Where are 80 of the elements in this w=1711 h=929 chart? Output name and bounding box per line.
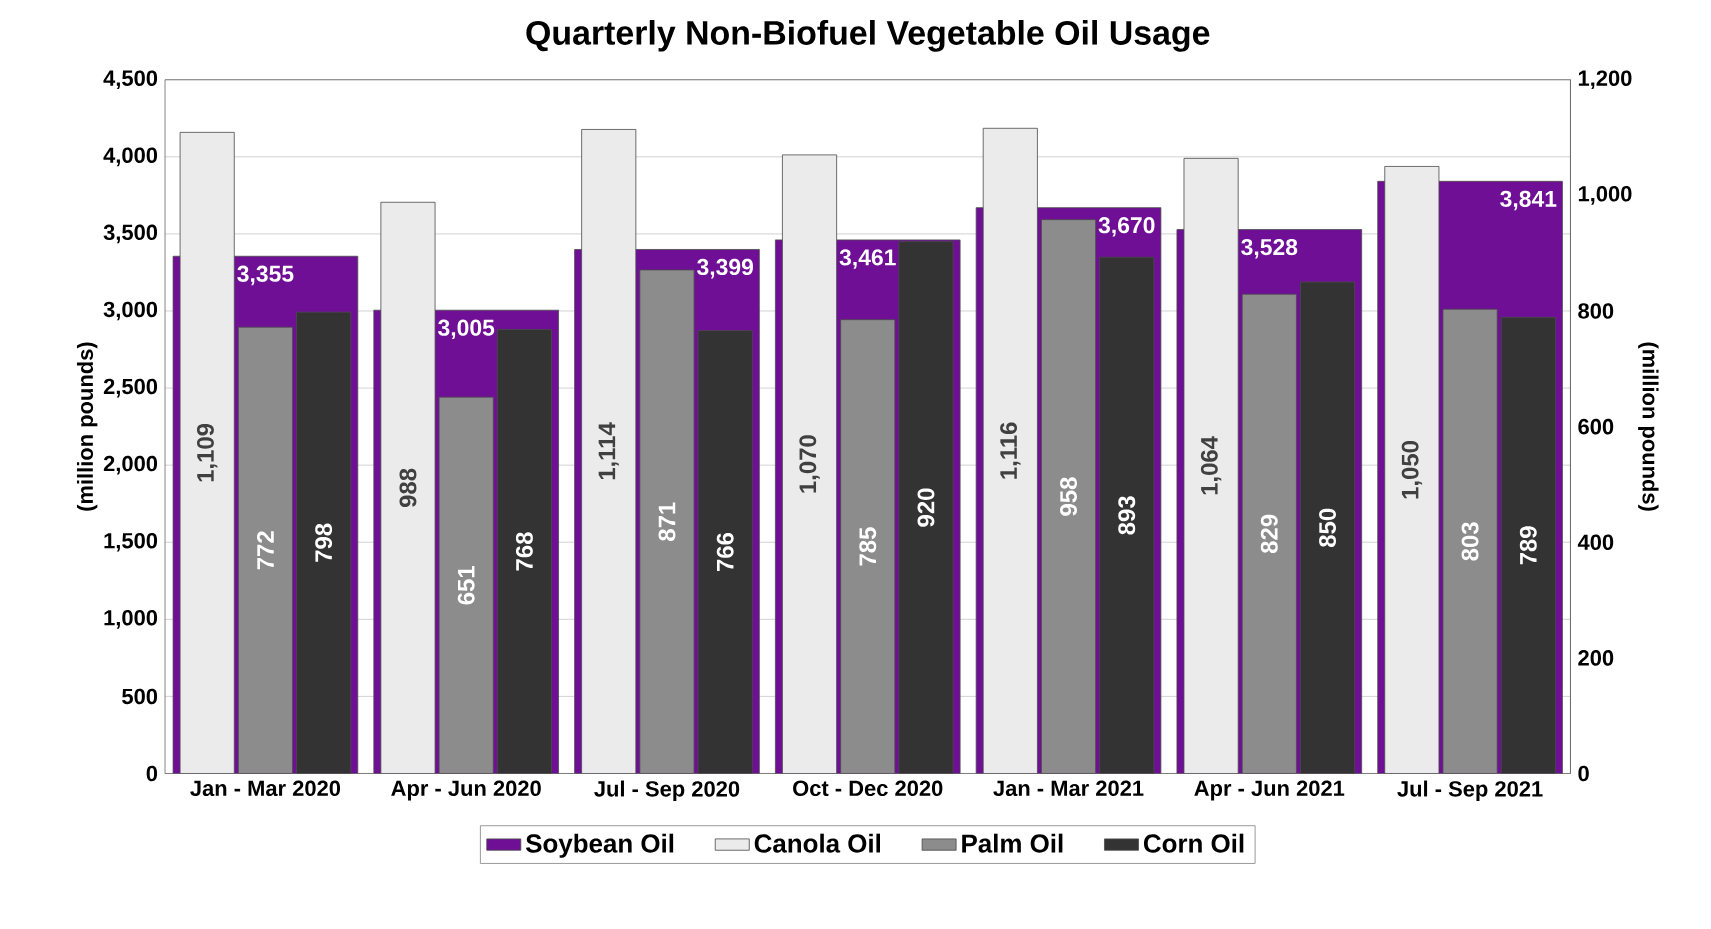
x-tick-label: Apr - Jun 2020 [391, 780, 541, 801]
bar [782, 154, 837, 774]
y2-tick-label: 400 [1577, 534, 1614, 551]
bar [238, 327, 293, 774]
data-label: 3,461 [839, 249, 896, 269]
bar [1384, 166, 1440, 774]
x-tick-label: Jul - Sep 2020 [594, 780, 740, 801]
data-label: 871 [658, 502, 676, 541]
y-tick-label: 1,000 [104, 609, 158, 629]
legend-label: Corn Oil [1143, 833, 1244, 853]
chart-title: Quarterly Non-Biofuel Vegetable Oil Usage [526, 20, 1210, 52]
legend-label: Palm Oil [962, 833, 1063, 853]
y2-tick-label: 600 [1578, 418, 1614, 435]
bar [983, 128, 1038, 774]
data-label: 1,116 [1000, 422, 1021, 479]
bar [380, 202, 436, 774]
data-label: 829 [1260, 514, 1278, 554]
y-tick-label: 500 [122, 688, 158, 705]
bar [1041, 219, 1096, 774]
data-label: 803 [1461, 522, 1479, 561]
data-label: 798 [315, 523, 333, 562]
bar [898, 241, 954, 774]
y-tick-label: 2,500 [103, 378, 158, 398]
data-label: 3,528 [1241, 238, 1298, 259]
data-label: 3,841 [1500, 190, 1557, 211]
x-tick-label: Apr - Jun 2021 [1194, 780, 1345, 801]
bar [698, 330, 753, 774]
y2-tick-label: 1,200 [1578, 70, 1632, 90]
bar [1442, 308, 1498, 774]
data-label: 920 [917, 488, 935, 527]
data-label: 3,005 [438, 319, 495, 340]
data-label: 1,050 [1401, 441, 1423, 499]
y2-tick-label: 1,000 [1578, 186, 1632, 205]
y-tick-label: 1,500 [104, 532, 158, 552]
data-label: 651 [457, 566, 475, 605]
x-tick-label: Jan - Mar 2020 [190, 780, 341, 797]
data-label: 772 [257, 531, 274, 570]
y-tick-label: 3,000 [103, 301, 158, 321]
legend-label: Canola Oil [754, 833, 880, 853]
x-tick-label: Oct - Dec 2020 [793, 780, 943, 797]
data-label: 850 [1319, 508, 1336, 547]
bar [1300, 282, 1355, 774]
y-tick-label: 4,500 [103, 70, 158, 90]
data-label: 958 [1060, 477, 1077, 516]
data-label: 3,670 [1098, 217, 1155, 237]
y-tick-label: 3,500 [103, 224, 158, 244]
y-tick-label: 4,000 [103, 147, 158, 167]
bar [639, 269, 695, 774]
bar [180, 132, 235, 774]
y2-tick-label: 0 [1578, 765, 1589, 782]
bar [439, 397, 494, 774]
bar [1183, 158, 1239, 774]
bar [497, 329, 552, 774]
y2-axis-title: (million pounds) [1638, 342, 1659, 511]
data-label: 988 [399, 468, 417, 508]
data-label: 3,355 [237, 265, 294, 286]
data-label: 785 [859, 527, 877, 566]
data-label: 1,064 [1200, 436, 1222, 495]
data-label: 1,070 [799, 435, 820, 493]
data-label: 768 [515, 532, 533, 571]
y-tick-label: 2,000 [103, 455, 158, 475]
bar [1242, 294, 1297, 774]
y-tick-label: 0 [146, 765, 158, 782]
bar [581, 129, 636, 774]
y2-tick-label: 200 [1578, 650, 1614, 666]
data-label: 1,109 [196, 423, 218, 482]
data-label: 893 [1118, 496, 1136, 535]
bar [1099, 257, 1154, 774]
x-tick-label: Jan - Mar 2021 [993, 780, 1144, 797]
x-tick-label: Jul - Sep 2021 [1397, 780, 1543, 801]
bar [296, 312, 351, 774]
y-axis-title: (million pounds) [76, 342, 98, 511]
y2-tick-label: 800 [1578, 303, 1614, 319]
bar [1500, 316, 1556, 774]
data-label: 766 [716, 532, 734, 571]
data-label: 3,399 [697, 258, 754, 279]
data-label: 789 [1519, 526, 1537, 565]
legend-label: Soybean Oil [525, 833, 674, 858]
bar [840, 319, 895, 774]
data-label: 1,114 [598, 422, 619, 480]
